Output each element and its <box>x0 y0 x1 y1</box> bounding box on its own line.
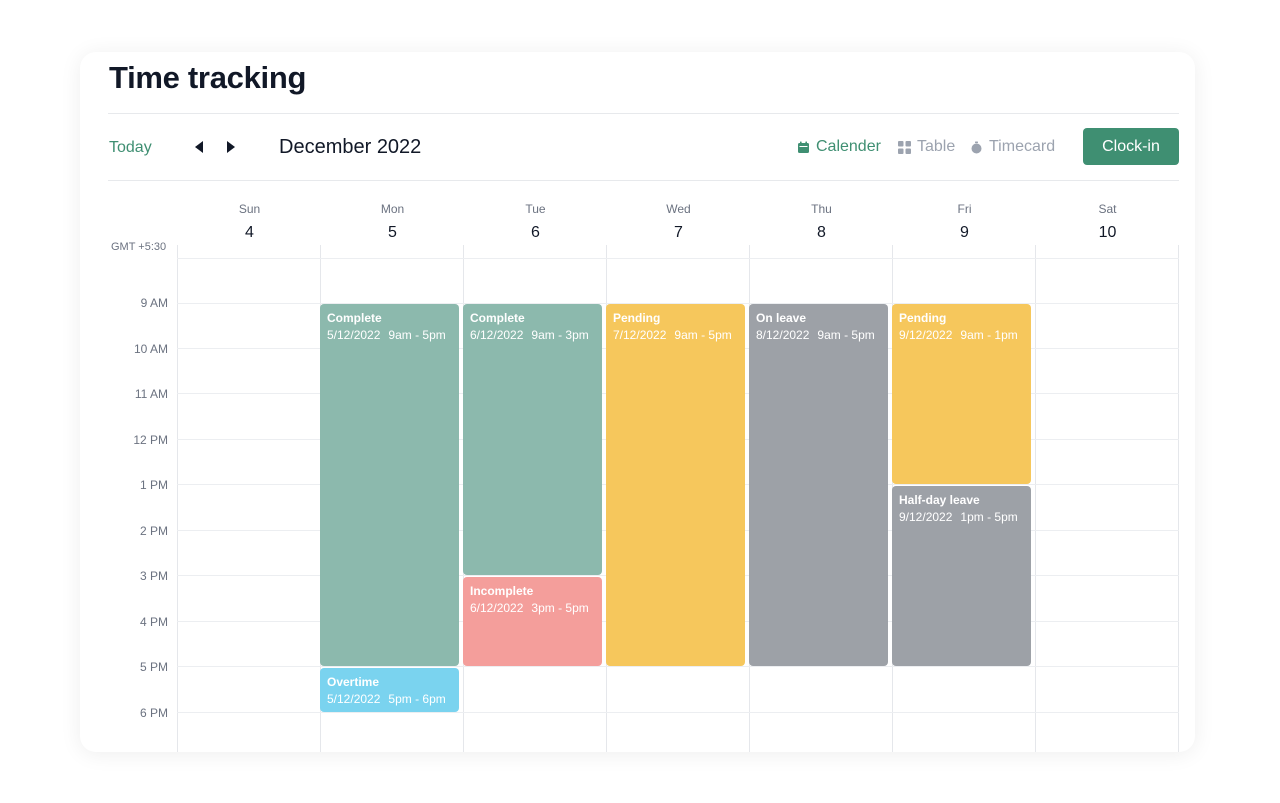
event-time: 9am - 3pm <box>531 328 589 342</box>
time-label: 11 AM <box>134 387 168 401</box>
day-number: 7 <box>674 224 683 241</box>
event-overtime-mon[interactable]: Overtime 5/12/2022 5pm - 6pm <box>320 668 459 712</box>
event-title: Half-day leave <box>899 493 980 507</box>
next-week-button[interactable] <box>224 139 238 155</box>
time-label: 6 PM <box>139 706 168 720</box>
divider <box>108 113 1179 114</box>
day-header-tue: Tue 6 <box>464 202 607 242</box>
event-time: 9am - 5pm <box>674 328 732 342</box>
event-incomplete-tue[interactable]: Incomplete 6/12/2022 3pm - 5pm <box>463 577 602 666</box>
day-name: Fri <box>957 202 972 216</box>
divider <box>108 180 1179 181</box>
time-label: 5 PM <box>139 660 168 674</box>
page-title: Time tracking <box>109 60 307 95</box>
prev-week-button[interactable] <box>192 139 206 155</box>
day-name: Thu <box>811 202 832 216</box>
grid-line <box>177 245 178 752</box>
grid-line <box>177 303 1179 304</box>
time-label: 3 PM <box>139 569 168 583</box>
day-header-fri: Fri 9 <box>893 202 1036 242</box>
event-time: 3pm - 5pm <box>531 601 589 615</box>
event-complete-tue[interactable]: Complete 6/12/2022 9am - 3pm <box>463 304 602 575</box>
event-pending-fri[interactable]: Pending 9/12/2022 9am - 1pm <box>892 304 1031 484</box>
time-label: 9 AM <box>140 296 168 310</box>
grid-line <box>1178 245 1179 752</box>
event-time: 9am - 5pm <box>388 328 446 342</box>
grid-line <box>177 666 1179 667</box>
tab-timecard[interactable]: Timecard <box>970 138 1055 156</box>
event-title: Overtime <box>327 675 380 689</box>
event-date: 8/12/2022 <box>756 328 810 342</box>
event-time: 5pm - 6pm <box>388 692 446 706</box>
timezone-label: GMT +5:30 <box>111 241 167 253</box>
current-month: December 2022 <box>279 136 422 158</box>
grid-line <box>177 258 1179 259</box>
day-name: Tue <box>525 202 546 216</box>
time-tracking-card: Time tracking Today December 2022 Calend… <box>80 52 1195 752</box>
event-halfday-fri[interactable]: Half-day leave 9/12/2022 1pm - 5pm <box>892 486 1031 666</box>
calendar-icon <box>798 141 809 153</box>
day-number: 8 <box>817 224 826 241</box>
grid-line <box>177 712 1179 713</box>
grid-line <box>1035 245 1036 752</box>
event-title: Incomplete <box>470 584 534 598</box>
time-label: 10 AM <box>133 342 168 356</box>
stopwatch-icon <box>971 141 982 153</box>
event-leave-thu[interactable]: On leave 8/12/2022 9am - 5pm <box>749 304 888 666</box>
day-header-sat: Sat 10 <box>1036 202 1179 242</box>
event-pending-wed[interactable]: Pending 7/12/2022 9am - 5pm <box>606 304 745 666</box>
tab-calendar-label: Calender <box>816 138 881 155</box>
tab-timecard-label: Timecard <box>989 138 1056 155</box>
event-title: Complete <box>327 311 382 325</box>
time-label: 2 PM <box>139 524 168 538</box>
day-name: Sat <box>1098 202 1117 216</box>
day-number: 9 <box>960 224 969 241</box>
event-title: Complete <box>470 311 525 325</box>
tab-calendar[interactable]: Calender <box>797 138 881 156</box>
time-label: 12 PM <box>133 433 168 447</box>
event-date: 7/12/2022 <box>613 328 667 342</box>
day-number: 5 <box>388 224 397 241</box>
day-number: 6 <box>531 224 540 241</box>
event-title: On leave <box>756 311 807 325</box>
day-name: Wed <box>666 202 691 216</box>
event-time: 9am - 1pm <box>960 328 1018 342</box>
time-label: 1 PM <box>139 478 168 492</box>
today-button[interactable]: Today <box>109 139 152 156</box>
day-header-sun: Sun 4 <box>178 202 321 242</box>
grid-icon <box>898 140 911 154</box>
tab-table[interactable]: Table <box>898 138 955 156</box>
day-name: Sun <box>238 202 261 216</box>
event-title: Pending <box>613 311 661 325</box>
event-date: 6/12/2022 <box>470 601 524 615</box>
event-date: 5/12/2022 <box>327 328 381 342</box>
clock-in-button[interactable]: Clock-in <box>1083 128 1179 165</box>
event-complete-mon[interactable]: Complete 5/12/2022 9am - 5pm <box>320 304 459 666</box>
event-time: 9am - 5pm <box>817 328 875 342</box>
tab-table-label: Table <box>917 138 956 155</box>
event-date: 9/12/2022 <box>899 328 953 342</box>
day-number: 10 <box>1098 224 1117 241</box>
day-header-wed: Wed 7 <box>607 202 750 242</box>
day-name: Mon <box>380 202 405 216</box>
day-number: 4 <box>245 224 254 241</box>
caret-left-icon <box>195 141 203 153</box>
caret-right-icon <box>227 141 235 153</box>
time-label: 4 PM <box>139 615 168 629</box>
event-date: 9/12/2022 <box>899 510 953 524</box>
event-time: 1pm - 5pm <box>960 510 1018 524</box>
event-date: 6/12/2022 <box>470 328 524 342</box>
event-title: Pending <box>899 311 947 325</box>
day-header-thu: Thu 8 <box>750 202 893 242</box>
day-header-mon: Mon 5 <box>321 202 464 242</box>
event-date: 5/12/2022 <box>327 692 381 706</box>
